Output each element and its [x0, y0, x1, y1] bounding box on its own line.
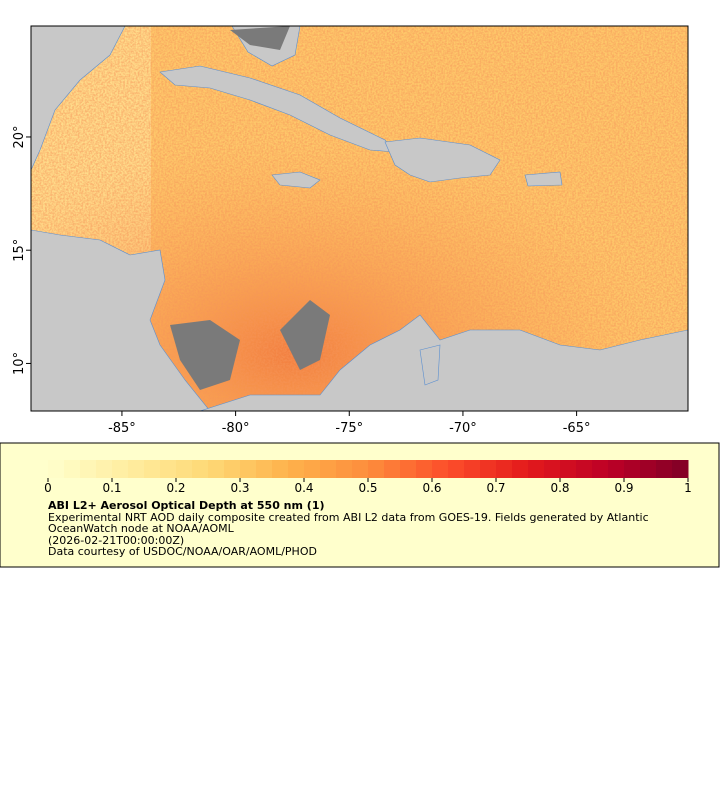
colorbar-swatch	[432, 460, 449, 478]
colorbar-swatch	[528, 460, 545, 478]
colorbar-tick-label: 0.1	[102, 481, 121, 495]
colorbar-swatch	[496, 460, 513, 478]
colorbar-tick-label: 0.6	[422, 481, 441, 495]
colorbar-swatch	[64, 460, 81, 478]
x-tick-label: -75°	[335, 421, 363, 436]
y-tick-label: 15°	[12, 239, 27, 262]
land	[31, 229, 211, 411]
colorbar-swatch	[400, 460, 417, 478]
land	[31, 26, 126, 171]
y-tick-label: 10°	[12, 352, 27, 375]
x-tick-label: -65°	[563, 421, 591, 436]
legend-line: (2026-02-21T00:00:00Z)	[48, 533, 185, 547]
colorbar-swatch	[224, 460, 241, 478]
legend-line: OceanWatch node at NOAA/AOML	[48, 522, 234, 535]
land	[159, 65, 396, 153]
colorbar-tick-label: 0.9	[614, 481, 633, 495]
colorbar-swatch	[656, 460, 673, 478]
land	[524, 171, 563, 187]
colorbar-swatch	[672, 460, 689, 478]
colorbar-swatch	[576, 460, 593, 478]
colorbar-swatch	[592, 460, 609, 478]
land	[271, 171, 321, 189]
colorbar-swatch	[352, 460, 369, 478]
colorbar-tick-label: 0.7	[486, 481, 505, 495]
colorbar-tick-label: 0.8	[550, 481, 569, 495]
colorbar-swatch	[144, 460, 161, 478]
colorbar-swatch	[448, 460, 465, 478]
colorbar-swatch	[416, 460, 433, 478]
colorbar-swatch	[272, 460, 289, 478]
no-data	[280, 300, 330, 370]
no-data	[230, 26, 290, 50]
colorbar-swatch	[112, 460, 129, 478]
colorbar-swatch	[320, 460, 337, 478]
legend-line: Data courtesy of USDOC/NOAA/OAR/AOML/PHO…	[48, 545, 317, 558]
no-data	[170, 320, 240, 390]
colorbar-swatch	[80, 460, 97, 478]
x-tick-label: -70°	[449, 421, 477, 436]
land	[384, 137, 501, 183]
colorbar-swatch	[560, 460, 577, 478]
colorbar-swatch	[336, 460, 353, 478]
colorbar-swatch	[128, 460, 145, 478]
land	[419, 344, 441, 386]
colorbar-swatch	[304, 460, 321, 478]
colorbar-swatch	[368, 460, 385, 478]
colorbar-swatch	[384, 460, 401, 478]
map-image	[31, 26, 688, 411]
colorbar-swatch	[96, 460, 113, 478]
y-tick-label: 20°	[12, 125, 27, 148]
colorbar-swatch	[544, 460, 561, 478]
x-tick-label: -85°	[108, 421, 136, 436]
colorbar-swatch	[464, 460, 481, 478]
legend-title: ABI L2+ Aerosol Optical Depth at 550 nm …	[48, 499, 325, 512]
colorbar-tick-label: 0.3	[230, 481, 249, 495]
colorbar-tick-label: 1	[684, 481, 692, 495]
colorbar-swatch	[512, 460, 529, 478]
colorbar-swatch	[480, 460, 497, 478]
colorbar-tick-label: 0.4	[294, 481, 313, 495]
colorbar-swatch	[176, 460, 193, 478]
colorbar-swatch	[608, 460, 625, 478]
colorbar-swatch	[288, 460, 305, 478]
colorbar-swatch	[256, 460, 273, 478]
colorbar-tick-label: 0.5	[358, 481, 377, 495]
legend-text: ABI L2+ Aerosol Optical Depth at 550 nm …	[48, 500, 649, 558]
x-tick-label: -80°	[222, 421, 250, 436]
colorbar-swatch	[208, 460, 225, 478]
colorbar-swatch	[624, 460, 641, 478]
colorbar-swatch	[192, 460, 209, 478]
legend-line: Experimental NRT AOD daily composite cre…	[48, 510, 649, 524]
colorbar-swatch	[640, 460, 657, 478]
colorbar-swatch	[48, 460, 65, 478]
colorbar-swatch	[160, 460, 177, 478]
colorbar-tick-label: 0.2	[166, 481, 185, 495]
colorbar-tick-label: 0	[44, 481, 52, 495]
map-frame	[30, 25, 689, 412]
land	[199, 314, 688, 411]
colorbar-swatch	[240, 460, 257, 478]
